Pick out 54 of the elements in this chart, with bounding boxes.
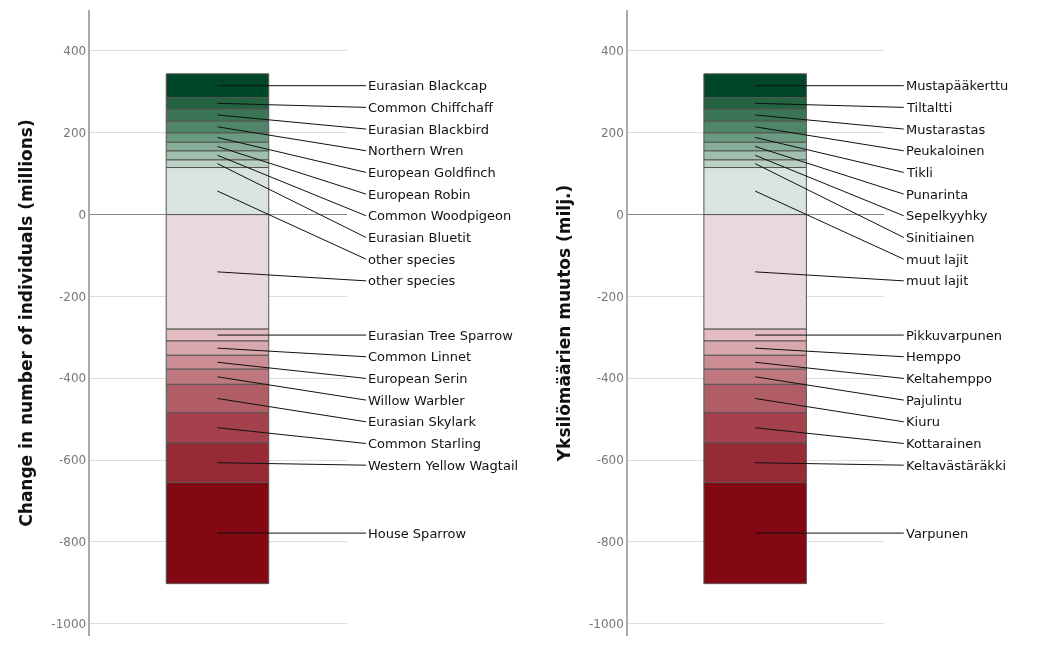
text: Common Starling — [368, 436, 482, 451]
y-tick-label: -800 — [596, 535, 624, 550]
y-tick-label: 400 — [600, 44, 624, 59]
text: Sinitiainen — [906, 230, 975, 245]
text: Eurasian Tree Sparrow — [368, 328, 514, 343]
text: Eurasian Bluetit — [368, 230, 472, 245]
y-tick-label: 200 — [600, 125, 624, 140]
text: European Serin — [368, 371, 468, 386]
text: Mustarastas — [906, 122, 986, 137]
text: Willow Warbler — [368, 393, 466, 408]
text: Eurasian Skylark — [368, 414, 477, 429]
text: Mustapääkerttu — [906, 78, 1009, 93]
text: European Goldfinch — [368, 165, 496, 180]
y-tick-label: -800 — [58, 535, 87, 550]
text: Western Yellow Wagtail — [368, 458, 519, 473]
text: Keltahemppo — [906, 371, 992, 386]
text: muut lajit — [906, 252, 969, 267]
text: Varpunen — [906, 526, 969, 541]
text: Punarinta — [906, 187, 969, 202]
y-axis-title: Yksilömäärien muutos (milj.) — [554, 184, 575, 463]
y-tick-label: 0 — [78, 207, 87, 222]
y-tick-label: 200 — [63, 125, 87, 140]
text: Common Woodpigeon — [368, 208, 512, 223]
y-tick-label: -600 — [58, 453, 87, 468]
text: other species — [368, 252, 456, 267]
y-tick-label: -200 — [596, 289, 624, 304]
y-tick-label: -200 — [58, 289, 87, 304]
text: Eurasian Blackbird — [368, 122, 489, 137]
text: Pajulintu — [906, 393, 962, 408]
text: Pikkuvarpunen — [906, 328, 1003, 343]
text: Tiltaltti — [906, 100, 953, 115]
y-tick-label: -400 — [596, 371, 624, 386]
text: European Robin — [368, 187, 471, 202]
text: Kiuru — [906, 414, 940, 429]
text: Common Linnet — [368, 349, 472, 364]
y-tick-label: -1000 — [589, 616, 624, 631]
text: Tikli — [906, 165, 933, 180]
text: Eurasian Blackcap — [368, 78, 488, 93]
text: Sepelkyyhky — [906, 208, 988, 223]
text: muut lajit — [906, 273, 969, 288]
y-tick-label: -400 — [58, 371, 87, 386]
text: Northern Wren — [368, 143, 464, 158]
text: House Sparrow — [368, 526, 467, 541]
text: Hemppo — [906, 349, 961, 364]
text: Kottarainen — [906, 436, 982, 451]
y-tick-label: -1000 — [51, 616, 87, 631]
y-axis-title: Change in number of individuals (millions) — [16, 119, 37, 527]
text: Common Chiffchaff — [368, 100, 494, 115]
y-tick-label: -600 — [596, 453, 624, 468]
y-tick-label: 400 — [63, 44, 87, 59]
text: Keltavästäräkki — [906, 458, 1007, 473]
text: other species — [368, 273, 456, 288]
y-tick-label: 0 — [616, 207, 624, 222]
text: Peukaloinen — [906, 143, 985, 158]
